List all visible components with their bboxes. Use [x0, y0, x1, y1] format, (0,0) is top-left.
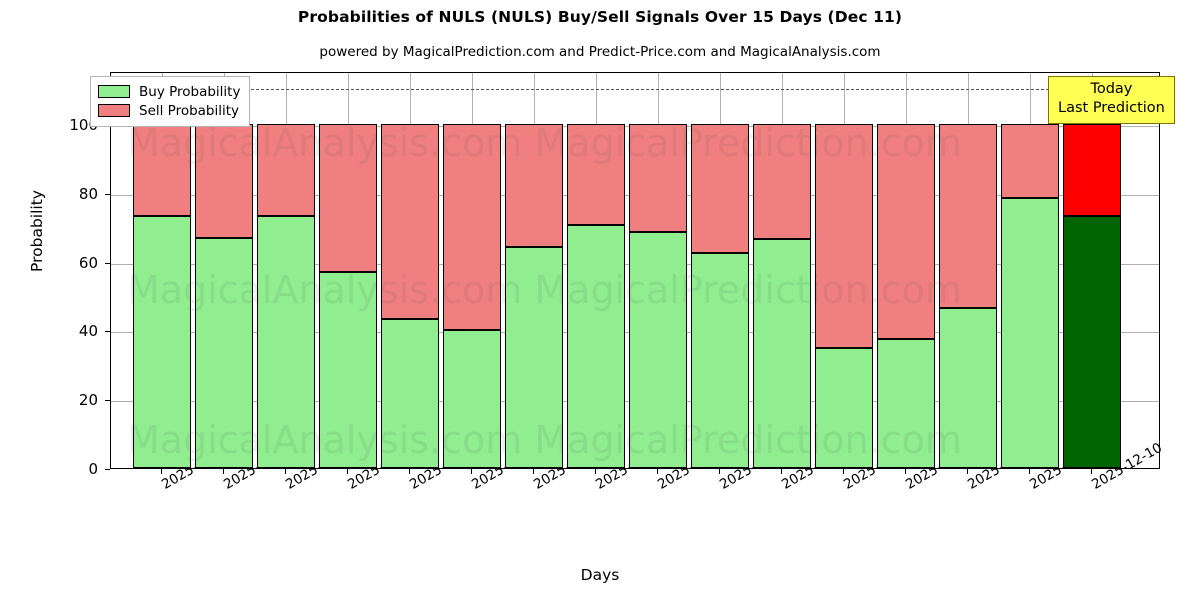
y-tick-label: 0 — [88, 460, 98, 478]
bar-segment-sell[interactable] — [753, 124, 811, 240]
bar-segment-buy[interactable] — [877, 339, 935, 468]
bar-group[interactable] — [505, 73, 563, 468]
bar-segment-sell[interactable] — [195, 124, 253, 238]
y-tick-mark — [105, 262, 110, 264]
today-annotation-line2: Last Prediction — [1058, 100, 1165, 116]
bar-segment-buy[interactable] — [1063, 215, 1121, 468]
bar-group[interactable] — [939, 73, 997, 468]
chart-title: Probabilities of NULS (NULS) Buy/Sell Si… — [297, 8, 903, 26]
bar-segment-sell[interactable] — [443, 124, 501, 330]
y-tick-label: 40 — [78, 322, 98, 341]
bar-segment-sell[interactable] — [133, 124, 191, 216]
bar-group[interactable] — [443, 73, 501, 468]
y-tick-mark — [105, 331, 110, 333]
x-tick-mark — [594, 469, 596, 474]
bar-group[interactable] — [257, 73, 315, 468]
bar-segment-sell[interactable] — [939, 124, 997, 308]
x-tick-mark — [904, 469, 906, 474]
x-tick-mark — [842, 469, 844, 474]
bar-segment-buy[interactable] — [939, 307, 997, 468]
bar-segment-buy[interactable] — [257, 215, 315, 468]
bar-segment-buy[interactable] — [629, 232, 687, 468]
x-tick-mark — [532, 469, 534, 474]
x-tick-mark — [470, 469, 472, 474]
bar-segment-buy[interactable] — [133, 215, 191, 468]
bar-segment-sell[interactable] — [877, 124, 935, 339]
bar-segment-sell[interactable] — [257, 124, 315, 216]
x-tick-mark — [1090, 469, 1092, 474]
bar-segment-sell[interactable] — [691, 124, 749, 254]
y-tick-mark — [105, 400, 110, 402]
bar-group[interactable] — [877, 73, 935, 468]
legend-label: Buy Probability — [139, 83, 241, 100]
bar-segment-sell[interactable] — [381, 124, 439, 319]
x-tick-mark — [346, 469, 348, 474]
bar-segment-buy[interactable] — [195, 237, 253, 468]
y-tick-mark — [105, 469, 110, 470]
threshold-dashed-line — [111, 89, 1159, 91]
bar-group[interactable] — [753, 73, 811, 468]
bar-segment-sell[interactable] — [1063, 124, 1121, 216]
bar-group[interactable] — [1063, 73, 1121, 468]
plot-area: MagicalAnalysis.com MagicalPrediction.co… — [110, 72, 1160, 469]
bar-segment-sell[interactable] — [567, 124, 625, 226]
bar-group[interactable] — [381, 73, 439, 468]
legend-item[interactable]: Buy Probability — [98, 82, 240, 101]
bar-segment-buy[interactable] — [443, 329, 501, 468]
bar-segment-sell[interactable] — [505, 124, 563, 248]
y-tick-label: 60 — [78, 253, 98, 272]
bar-segment-buy[interactable] — [815, 347, 873, 468]
y-tick-mark — [105, 193, 110, 195]
bar-segment-buy[interactable] — [1001, 197, 1059, 468]
x-tick-mark — [780, 469, 782, 474]
bar-group[interactable] — [133, 73, 191, 468]
x-tick-mark — [160, 469, 162, 474]
x-tick-mark — [222, 469, 224, 474]
bar-segment-buy[interactable] — [691, 253, 749, 468]
bars-layer — [111, 73, 1159, 468]
bar-group[interactable] — [1001, 73, 1059, 468]
bar-group[interactable] — [567, 73, 625, 468]
legend-swatch-icon — [98, 85, 130, 98]
x-tick-mark — [408, 469, 410, 474]
x-tick-mark — [718, 469, 720, 474]
legend-swatch-icon — [98, 104, 130, 117]
x-tick-mark — [966, 469, 968, 474]
bar-group[interactable] — [629, 73, 687, 468]
bar-segment-buy[interactable] — [319, 271, 377, 468]
bar-segment-buy[interactable] — [753, 239, 811, 468]
x-tick-mark — [1028, 469, 1030, 474]
bar-segment-sell[interactable] — [1001, 124, 1059, 198]
y-tick-label: 80 — [78, 184, 98, 203]
bar-group[interactable] — [195, 73, 253, 468]
y-tick-label: 20 — [78, 391, 98, 410]
bar-group[interactable] — [691, 73, 749, 468]
bar-group[interactable] — [815, 73, 873, 468]
x-axis-label: Days — [580, 566, 620, 584]
x-tick-mark — [284, 469, 286, 474]
legend-label: Sell Probability — [139, 102, 240, 119]
chart-subtitle: powered by MagicalPrediction.com and Pre… — [319, 44, 881, 60]
bar-segment-sell[interactable] — [319, 124, 377, 272]
bar-segment-buy[interactable] — [505, 247, 563, 468]
today-annotation-line1: Today — [1090, 81, 1133, 97]
today-annotation: Today Last Prediction — [1048, 76, 1175, 124]
bar-group[interactable] — [319, 73, 377, 468]
x-tick-mark — [656, 469, 658, 474]
bar-segment-buy[interactable] — [381, 318, 439, 468]
bar-segment-sell[interactable] — [815, 124, 873, 348]
legend-item[interactable]: Sell Probability — [98, 101, 240, 120]
bar-segment-buy[interactable] — [567, 225, 625, 468]
bar-segment-sell[interactable] — [629, 124, 687, 233]
chart-legend: Buy Probability Sell Probability — [90, 76, 251, 127]
